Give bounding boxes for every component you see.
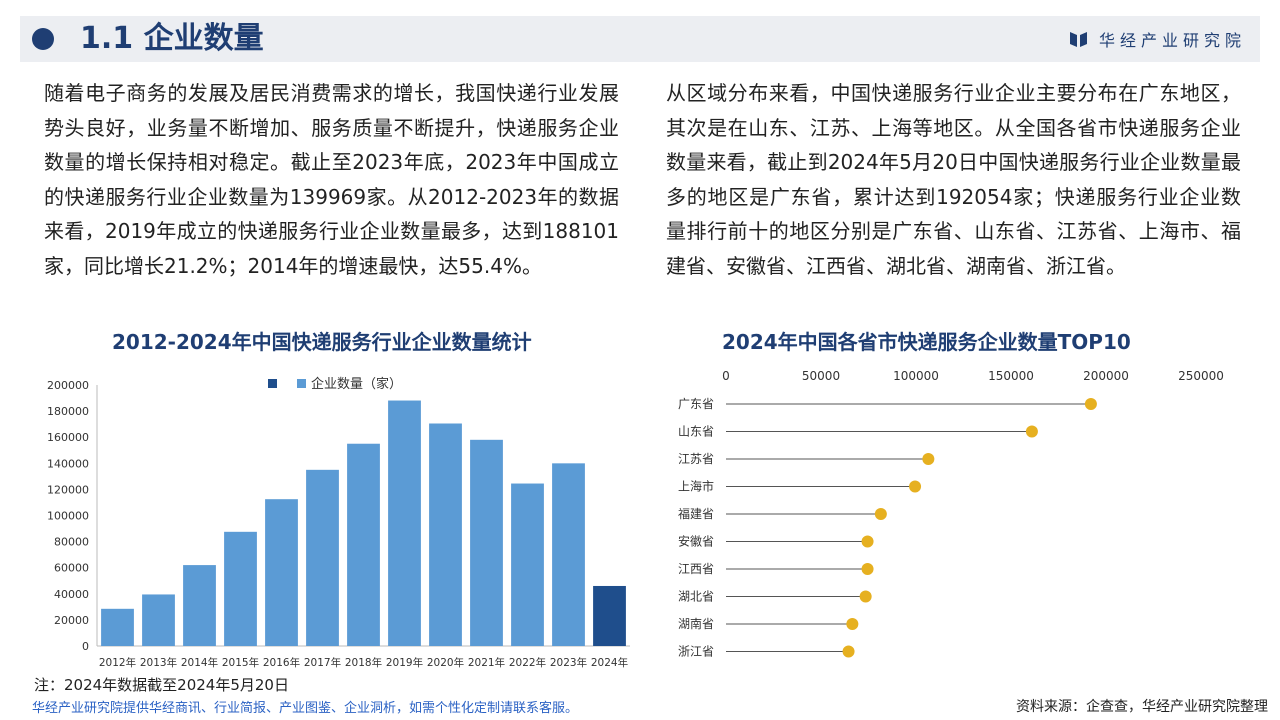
y-tick-label: 80000 [54,536,89,549]
brand: 华经产业研究院 [1069,26,1246,52]
category-label: 江苏省 [678,452,714,466]
bar-2020年 [429,423,462,646]
category-label: 湖北省 [678,589,714,604]
footer-source: 资料来源：企查查，华经产业研究院整理 [1016,699,1268,715]
y-tick-label: 20000 [54,614,89,627]
lollipop-dot-湖北省 [859,590,872,603]
x-tick-label: 2014年 [181,656,218,669]
x-tick-label: 100000 [893,369,939,383]
x-tick-label: 50000 [802,369,840,383]
category-label: 浙江省 [678,645,714,659]
y-tick-label: 60000 [54,562,89,575]
bar-2024年 [593,585,626,646]
legend-swatch-series [297,379,306,388]
x-tick-label: 150000 [988,369,1034,383]
brand-logo-icon [1069,32,1087,47]
bar-2014年 [183,565,216,646]
category-label: 湖南省 [678,616,714,631]
y-tick-label: 0 [82,640,89,653]
x-tick-label: 250000 [1178,369,1224,383]
y-tick-label: 180000 [47,405,89,418]
lollipop-dot-上海市 [909,480,922,493]
category-label: 上海市 [678,479,714,494]
bar-2023年 [552,463,585,646]
bar-2019年 [388,400,421,646]
x-tick-label: 2017年 [304,656,341,669]
legend-swatch-highlight [268,379,277,388]
intro-paragraph-right: 从区域分布来看，中国快递服务行业企业主要分布在广东地区，其次是在山东、江苏、上海… [666,81,1241,278]
bar-2016年 [265,499,298,646]
x-tick-label: 2024年 [591,656,628,669]
bar-chart-title: 2012-2024年中国快递服务行业企业数量统计 [112,330,532,354]
lollipop-dot-浙江省 [842,645,855,658]
category-label: 福建省 [678,506,714,521]
category-label: 江西省 [678,562,714,576]
y-tick-label: 160000 [47,431,89,444]
x-tick-label: 2021年 [468,656,505,669]
header-bar: 1.1 企业数量 华经产业研究院 [20,16,1260,62]
lollipop-dot-山东省 [1025,425,1038,438]
intro-paragraph-left: 随着电子商务的发展及居民消费需求的增长，我国快递行业发展势头良好，业务量不断增加… [44,81,619,278]
lollipop-chart-title: 2024年中国各省市快递服务企业数量TOP10 [722,330,1131,354]
header-bullet-icon [32,28,54,50]
y-tick-label: 40000 [54,588,89,601]
legend-label: 企业数量（家） [311,376,402,392]
x-tick-label: 2020年 [427,656,464,669]
page-title: 1.1 企业数量 [80,21,264,56]
lollipop-chart: 0 50000 100000 150000 200000 250000 广东省山东省江苏省上… [678,369,1224,659]
bar-2021年 [470,439,503,646]
x-tick-label: 2016年 [263,656,300,669]
footnote: 注：2024年数据截至2024年5月20日 [34,676,289,694]
x-tick-label: 2018年 [345,656,382,669]
bar-2013年 [142,594,175,646]
category-label: 山东省 [678,425,714,439]
bar-2022年 [511,483,544,646]
lollipop-dot-江西省 [861,563,874,575]
lollipop-dot-湖南省 [846,618,859,630]
x-tick-label: 2012年 [99,656,136,669]
footer-service-note: 华经产业研究院提供华经商讯、行业简报、产业图鉴、企业洞析，如需个性化定制请联系客… [32,701,579,716]
x-tick-label: 2022年 [509,656,546,669]
x-tick-label: 2023年 [550,656,587,669]
y-tick-label: 140000 [47,457,89,470]
lollipop-dot-安徽省 [861,535,874,548]
category-label: 安徽省 [678,534,714,549]
brand-name: 华经产业研究院 [1098,31,1246,50]
x-tick-label: 2013年 [140,656,177,669]
bar-chart: 0 20000 40000 60000 80000 100000 120000 140000 1… [47,376,630,669]
category-label: 广东省 [678,397,714,411]
bar-2018年 [347,443,380,646]
y-tick-label: 200000 [47,379,89,392]
y-tick-label: 100000 [47,510,89,523]
x-tick-label: 2015年 [222,656,259,669]
lollipop-dot-广东省 [1084,398,1097,410]
y-tick-label: 120000 [47,483,89,496]
x-tick-label: 200000 [1083,369,1129,383]
bar-2012年 [101,608,134,646]
x-tick-label: 0 [722,369,730,383]
bar-2015年 [224,531,257,646]
bar-2017年 [306,469,339,646]
lollipop-dot-福建省 [874,508,887,520]
x-tick-label: 2019年 [386,656,423,669]
lollipop-dot-江苏省 [922,453,935,465]
